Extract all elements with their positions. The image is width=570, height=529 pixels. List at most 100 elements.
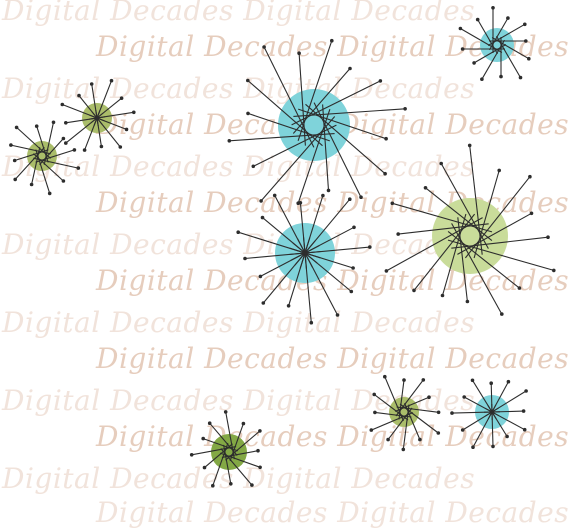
starburst-ray-tip [529, 211, 534, 216]
starburst-ray [402, 404, 410, 450]
starburst-ray-tip [517, 286, 522, 290]
starburst-ray-tip [436, 410, 441, 415]
starburst-ray-tip [489, 381, 494, 386]
starburst-ray-tip [256, 448, 260, 453]
starburst-ray-tip [76, 166, 81, 170]
starburst-ray [305, 103, 386, 175]
starburst-ray-tip [384, 269, 389, 273]
starburst-ray-tip [460, 47, 465, 51]
starburst-ray [298, 108, 387, 140]
starburst-ray [263, 46, 315, 148]
starburst-ray-tip [330, 38, 334, 43]
starburst-ray [371, 412, 414, 431]
starburst-ray-tip [491, 6, 495, 10]
starburst-ray-tip [369, 428, 374, 432]
starburst-ray-tip [72, 148, 77, 152]
starburst-lime-left-lower [9, 120, 81, 196]
starburst-ray [373, 393, 409, 421]
starburst-lime-large [384, 143, 556, 316]
starburst-ray-tip [335, 313, 340, 317]
starburst-ray [291, 80, 381, 126]
starburst-ray [247, 112, 330, 142]
starburst-ray [229, 133, 335, 142]
starburst-ray [298, 53, 306, 146]
starburst-ray-tip [259, 199, 263, 203]
starburst-ray [253, 124, 337, 167]
starburst-ray-tip [262, 45, 266, 49]
starburst-teal-top-right [458, 6, 531, 81]
starburst-ray-tip [207, 421, 212, 426]
starburst-ray [299, 202, 308, 269]
starburst-ray-tip [246, 78, 250, 83]
starburst-ray [33, 157, 79, 169]
starburst-ray-tip [396, 232, 401, 236]
starburst-ray-tip [51, 120, 56, 125]
starburst-ray-tip [359, 195, 363, 199]
starburst-ray-tip [480, 77, 484, 81]
starburst-ray [220, 448, 253, 486]
starburst-ray-tip [89, 82, 94, 86]
starburst-ray-tip [118, 145, 123, 149]
starburst-ray-tip [14, 125, 19, 130]
starburst-ray-tip [506, 16, 510, 20]
starburst-ray [457, 212, 532, 255]
starburst-ray-tip [372, 392, 377, 397]
starburst-ray-tip [82, 148, 87, 152]
starburst-ray-tip [236, 230, 240, 234]
starburst-ray [292, 68, 351, 134]
starburst-ray [293, 108, 406, 117]
starburst-ray-tip [119, 96, 124, 100]
starburst-ray-tip [189, 453, 194, 457]
starburst-ray-tip [61, 179, 66, 183]
starburst-ray [491, 37, 530, 60]
starburst-ray-tip [552, 268, 556, 273]
starburst-ray [225, 411, 235, 460]
starburst-ray [374, 411, 412, 418]
starburst-ray [260, 116, 336, 202]
starburst-ray [487, 23, 526, 46]
starburst-ray [297, 40, 333, 141]
starburst-ray-tip [211, 483, 215, 488]
starburst-ray-tip [423, 186, 428, 190]
starburst-ray-tip [527, 56, 531, 61]
starburst-lime-small-bottom [369, 374, 441, 452]
starburst-ray-tip [402, 378, 406, 382]
starburst-ray-tip [258, 429, 262, 433]
starburst-disc [432, 198, 508, 274]
starburst-ray-tip [64, 141, 68, 145]
starburst-ray-tip [518, 75, 523, 80]
starburst-ray-tip [64, 121, 68, 125]
starburst-ray-tip [309, 320, 314, 325]
starburst-ray-tip [471, 445, 475, 450]
starburst-ray-tip [462, 395, 467, 399]
starburst-ray-tip [260, 215, 265, 220]
starburst-teal-medium [236, 193, 372, 325]
starburst-ray-tip [390, 201, 395, 206]
starburst-ray-tip [499, 74, 503, 79]
starburst-ray-tip [401, 447, 406, 452]
starburst-disc [480, 28, 514, 62]
starburst-ray-tip [326, 188, 331, 193]
starburst-ray-tip [34, 124, 39, 128]
starburst-disc [27, 141, 57, 171]
starburst-ray [289, 246, 370, 256]
starburst-ray [294, 198, 351, 266]
starburst-ray-tip [472, 61, 476, 65]
starburst-ray-tip [470, 378, 475, 383]
starburst-ray-tip [421, 378, 426, 382]
starburst-ray-tip [378, 79, 383, 83]
starburst-ray-tip [368, 245, 372, 249]
starburst-ray-tip [403, 107, 407, 111]
starburst-art [9, 6, 556, 488]
starburst-ray-tip [201, 436, 205, 441]
starburst-ray-tip [47, 191, 52, 196]
starburst-ray [473, 44, 507, 64]
starburst-ray-tip [348, 197, 352, 201]
starburst-ray-tip [412, 288, 416, 293]
starburst-ray-tip [528, 174, 532, 179]
starburst-green-bottom-left [189, 410, 262, 488]
starburst-ray-tip [458, 26, 463, 31]
starburst-ray-tip [29, 182, 34, 187]
starburst-ray-tip [440, 293, 445, 298]
starburst-ray [483, 410, 524, 413]
